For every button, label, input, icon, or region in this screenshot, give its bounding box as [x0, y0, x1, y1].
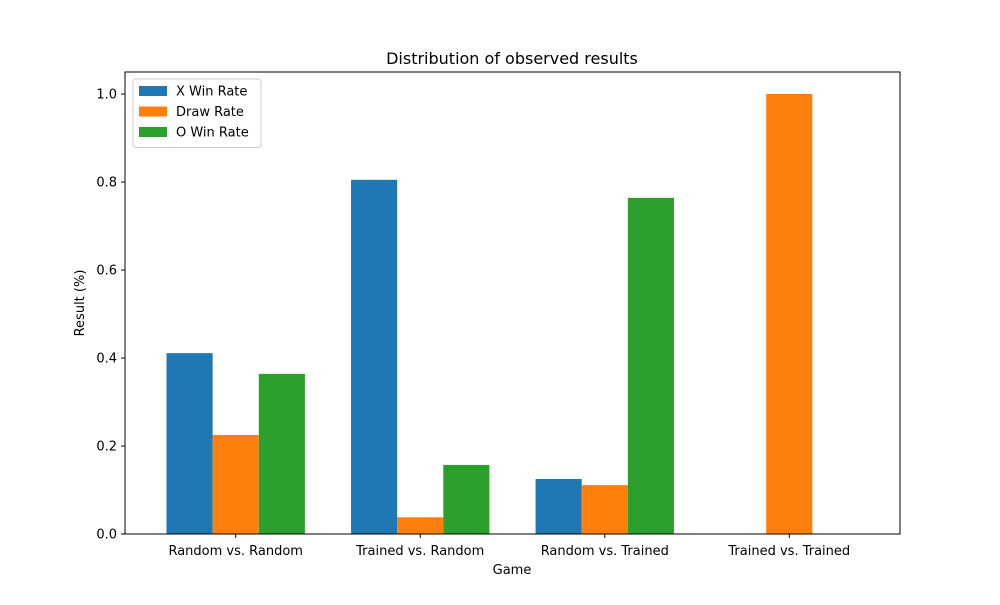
x-axis-label: Game: [493, 563, 532, 578]
legend-label: X Win Rate: [176, 85, 247, 100]
y-tick-label: 1.0: [96, 88, 117, 103]
legend-label: Draw Rate: [176, 105, 244, 120]
bar-draw-rate-1: [397, 517, 444, 534]
x-tick-label: Trained vs. Trained: [727, 544, 850, 559]
x-tick-label: Random vs. Trained: [541, 544, 669, 559]
x-tick-label: Trained vs. Random: [355, 544, 484, 559]
legend-swatch: [139, 106, 167, 117]
bar-o-win-rate-2: [627, 197, 674, 534]
y-tick-label: 0.6: [96, 264, 117, 279]
y-tick-label: 0.0: [96, 528, 117, 543]
legend-label: O Win Rate: [176, 126, 249, 141]
bar-o-win-rate-1: [443, 464, 490, 534]
chart-title: Distribution of observed results: [386, 49, 638, 68]
bar-draw-rate-3: [766, 94, 813, 534]
bar-x-win-rate-0: [166, 353, 213, 534]
y-axis: 0.0 0.2 0.4 0.6 0.8 1.0: [96, 88, 125, 543]
legend-swatch: [139, 86, 167, 96]
bars-group: [166, 94, 813, 535]
bar-draw-rate-0: [212, 435, 259, 534]
legend: X Win Rate Draw Rate O Win Rate: [132, 78, 262, 148]
plot-frame: [124, 71, 901, 535]
y-tick-label: 0.8: [96, 176, 117, 191]
bar-o-win-rate-0: [258, 373, 305, 534]
y-axis-label: Result (%): [73, 270, 88, 337]
x-tick-label: Random vs. Random: [168, 544, 303, 559]
legend-swatch: [139, 127, 167, 137]
x-axis: Random vs. Random Trained vs. Random Rando…: [168, 534, 850, 559]
y-tick-label: 0.4: [96, 352, 117, 367]
y-tick-label: 0.2: [96, 440, 117, 455]
bar-x-win-rate-2: [535, 479, 582, 534]
bar-draw-rate-2: [581, 485, 628, 534]
bar-x-win-rate-1: [351, 179, 398, 535]
